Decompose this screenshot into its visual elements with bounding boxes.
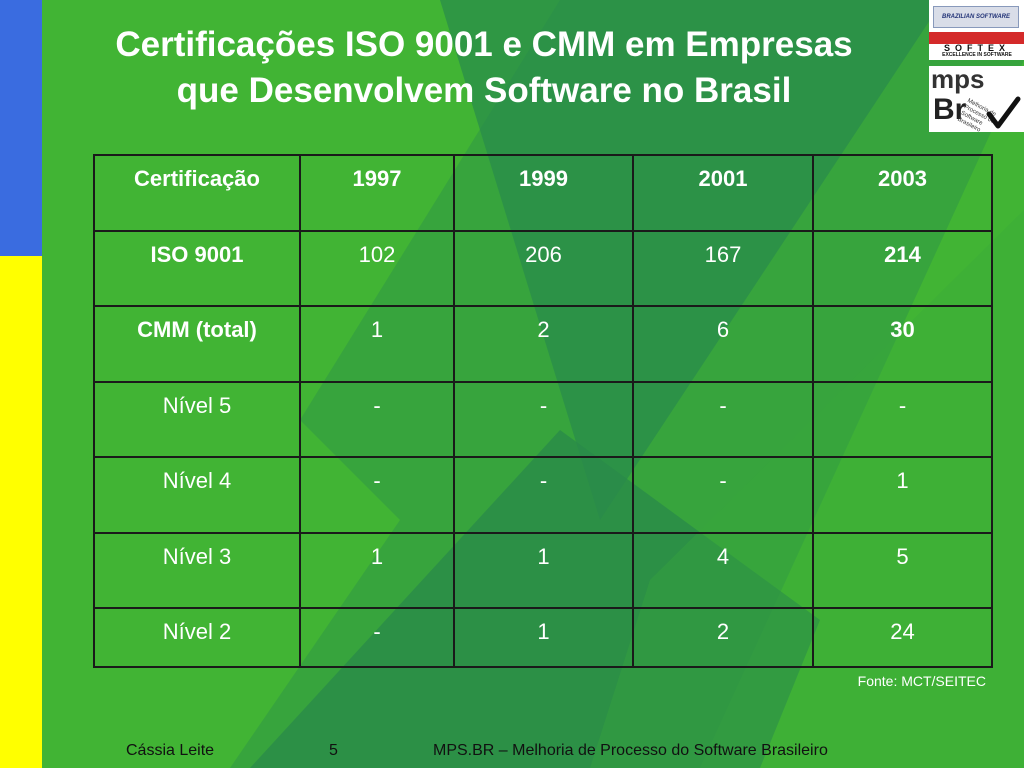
table-cell: 1 xyxy=(453,607,634,668)
table-cell: 1 xyxy=(299,531,455,609)
left-accent-bar-yellow xyxy=(0,256,42,768)
softex-logo: BRAZILIAN SOFTWARE SOFTEX EXCELLENCE IN … xyxy=(929,0,1024,60)
softex-banner: BRAZILIAN SOFTWARE xyxy=(933,6,1019,28)
certification-table: Certificação 1997 1999 2001 2003 ISO 900… xyxy=(93,154,993,668)
table-cell: 4 xyxy=(632,531,814,609)
table-row: ISO 9001 102 206 167 214 xyxy=(93,229,993,307)
softex-tagline: EXCELLENCE IN SOFTWARE xyxy=(942,52,1012,58)
slide-title-line1: Certificações ISO 9001 e CMM em Empresas xyxy=(115,25,853,64)
row-label-cell: Nível 3 xyxy=(93,531,301,609)
header-cell: Certificação xyxy=(93,154,301,232)
br-wordmark: Br xyxy=(933,93,967,126)
table-cell: - xyxy=(299,456,455,534)
source-note: Fonte: MCT/SEITEC xyxy=(857,673,986,689)
slide-title: Certificações ISO 9001 e CMM em Empresas… xyxy=(44,22,924,114)
table-cell: 5 xyxy=(812,531,993,609)
table-cell: - xyxy=(453,380,634,458)
table-cell: 206 xyxy=(453,229,634,307)
softex-wordmark: SOFTEX xyxy=(943,43,1010,53)
table-cell: 30 xyxy=(812,305,993,383)
table-cell: 24 xyxy=(812,607,993,668)
table-cell: 2 xyxy=(632,607,814,668)
table-cell: - xyxy=(632,456,814,534)
mps-wordmark: mps xyxy=(931,64,985,94)
mps-br-logo: mps Br Melhoria de Processo do Software … xyxy=(929,64,1024,134)
table-cell: - xyxy=(812,380,993,458)
table-header-row: Certificação 1997 1999 2001 2003 xyxy=(93,154,993,232)
footer-author: Cássia Leite xyxy=(126,742,215,759)
table-row: Nível 3 1 1 4 5 xyxy=(93,531,993,609)
row-label-cell: ISO 9001 xyxy=(93,229,301,307)
row-label-cell: CMM (total) xyxy=(93,305,301,383)
table-cell: - xyxy=(299,380,455,458)
table-cell: 167 xyxy=(632,229,814,307)
header-cell: 1997 xyxy=(299,154,455,232)
slide-title-line2: que Desenvolvem Software no Brasil xyxy=(176,71,792,110)
header-cell: 2001 xyxy=(632,154,814,232)
table-cell: 1 xyxy=(812,456,993,534)
table-cell: - xyxy=(632,380,814,458)
footer-title: MPS.BR – Melhoria de Processo do Softwar… xyxy=(433,742,828,759)
softex-red-bar xyxy=(929,32,1024,44)
row-label-cell: Nível 5 xyxy=(93,380,301,458)
table-cell: 2 xyxy=(453,305,634,383)
table-cell: 214 xyxy=(812,229,993,307)
header-cell: 2003 xyxy=(812,154,993,232)
footer-page-number: 5 xyxy=(329,742,338,759)
checkmark-icon xyxy=(986,96,1021,129)
row-label-cell: Nível 4 xyxy=(93,456,301,534)
table-row: CMM (total) 1 2 6 30 xyxy=(93,305,993,383)
table-row: Nível 4 - - - 1 xyxy=(93,456,993,534)
table-cell: 102 xyxy=(299,229,455,307)
left-accent-bar-blue xyxy=(0,0,42,256)
table-cell: - xyxy=(299,607,455,668)
table-row: Nível 2 - 1 2 24 xyxy=(93,607,993,668)
header-cell: 1999 xyxy=(453,154,634,232)
table-cell: 1 xyxy=(453,531,634,609)
table-cell: - xyxy=(453,456,634,534)
table-cell: 6 xyxy=(632,305,814,383)
table-row: Nível 5 - - - - xyxy=(93,380,993,458)
row-label-cell: Nível 2 xyxy=(93,607,301,668)
table-cell: 1 xyxy=(299,305,455,383)
